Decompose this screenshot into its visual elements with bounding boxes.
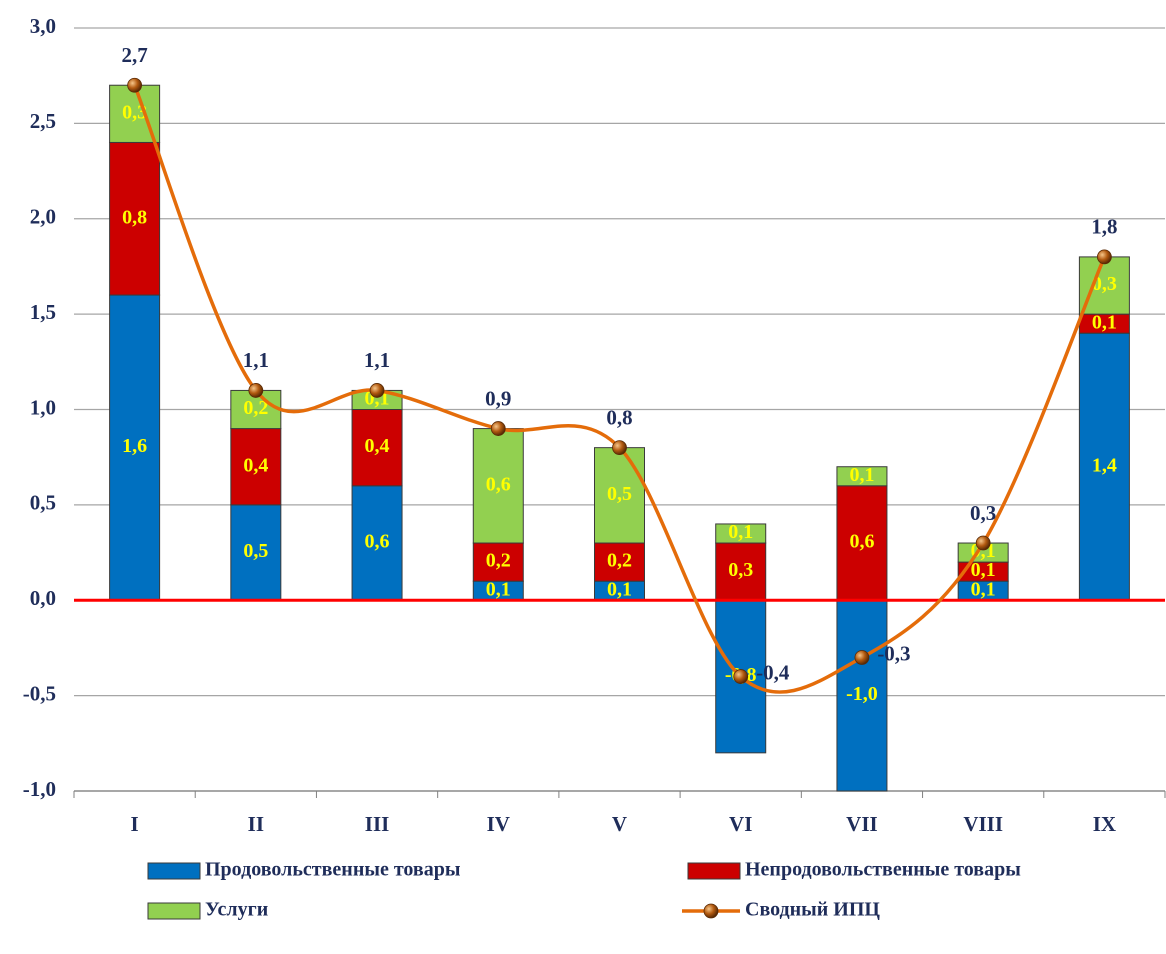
value-label: 0,5 (607, 483, 632, 505)
value-label: 0,2 (243, 397, 268, 419)
bar (109, 141, 161, 296)
line-marker (854, 650, 870, 665)
bar (715, 542, 767, 601)
value-label: 0,6 (365, 531, 390, 553)
line-value-label: -0,4 (756, 660, 790, 684)
value-label: 0,1 (607, 578, 632, 600)
value-label: -1,0 (846, 683, 878, 705)
y-tick-label: -1,0 (23, 777, 56, 801)
line (132, 84, 1107, 694)
value-label: 0,1 (1092, 311, 1117, 333)
bar (836, 599, 888, 792)
y-tick-label: 2,5 (30, 109, 56, 133)
legend-label: Непродовольственные товары (745, 859, 1021, 881)
y-tick-label: 0,5 (30, 491, 56, 515)
value-label: 0,1 (971, 559, 996, 581)
value-label: 0,2 (607, 550, 632, 572)
legend-swatch (147, 902, 201, 920)
line-value-label: 0,8 (606, 405, 632, 429)
bar (836, 485, 888, 601)
x-tick-label: II (248, 812, 264, 836)
line-marker (733, 669, 749, 684)
value-label: 1,6 (122, 435, 147, 457)
line-value-label: 0,3 (970, 501, 996, 525)
value-label: 1,4 (1092, 454, 1117, 476)
bar (472, 428, 524, 544)
value-label: 0,3 (728, 559, 753, 581)
value-label: 0,5 (243, 540, 268, 562)
line-marker (127, 77, 143, 93)
line-marker (1096, 249, 1112, 265)
value-label: 0,1 (486, 578, 511, 600)
value-label: 0,1 (728, 521, 753, 543)
value-label: 0,6 (486, 473, 511, 495)
value-label: 0,6 (849, 531, 874, 553)
line-marker (490, 421, 506, 436)
value-label: 0,1 (971, 578, 996, 600)
legend-swatch (687, 862, 741, 880)
y-tick-label: 1,5 (30, 300, 56, 324)
value-label: 0,3 (1092, 273, 1117, 295)
y-tick-label: 0,0 (30, 586, 56, 610)
legend-label: Сводный ИПЦ (745, 899, 880, 921)
x-tick-label: I (131, 812, 139, 836)
value-label: 0,4 (365, 435, 390, 457)
bar (836, 466, 888, 487)
value-label: 0,4 (243, 454, 268, 476)
bar (230, 428, 282, 506)
line-value-label: 1,1 (364, 348, 390, 372)
line-marker (369, 383, 385, 398)
y-tick-label: 1,0 (30, 395, 56, 419)
line-marker (612, 440, 627, 456)
bar (230, 504, 282, 601)
x-tick-label: VI (729, 812, 752, 836)
bar (351, 485, 403, 601)
legend-marker (703, 903, 719, 919)
line-marker (248, 383, 264, 398)
x-tick-label: IV (487, 812, 510, 836)
line-marker (975, 535, 991, 551)
legend-label: Продовольственные товары (205, 859, 461, 881)
bar (715, 523, 767, 544)
bar (351, 409, 403, 487)
line-value-label: 1,8 (1091, 215, 1117, 239)
legend-swatch (147, 862, 201, 880)
value-label: 0,2 (486, 550, 511, 572)
x-tick-label: VII (846, 812, 878, 836)
bar (472, 542, 524, 582)
value-label: 0,1 (849, 464, 874, 486)
legend-label: Услуги (205, 899, 268, 921)
y-tick-label: -0,5 (23, 681, 56, 705)
bar (594, 447, 645, 544)
x-tick-label: III (365, 812, 390, 836)
y-tick-label: 2,0 (30, 205, 56, 229)
x-tick-label: IX (1093, 812, 1116, 836)
y-tick-label: 3,0 (30, 14, 56, 38)
line-value-label: 1,1 (243, 348, 269, 372)
line-value-label: -0,3 (877, 641, 910, 665)
x-tick-label: VIII (963, 812, 1003, 836)
x-tick-label: V (612, 812, 627, 836)
value-label: 0,8 (122, 206, 147, 228)
bar (594, 542, 645, 582)
line-value-label: 2,7 (121, 43, 147, 67)
line-value-label: 0,9 (485, 386, 511, 410)
bar (1078, 332, 1130, 601)
